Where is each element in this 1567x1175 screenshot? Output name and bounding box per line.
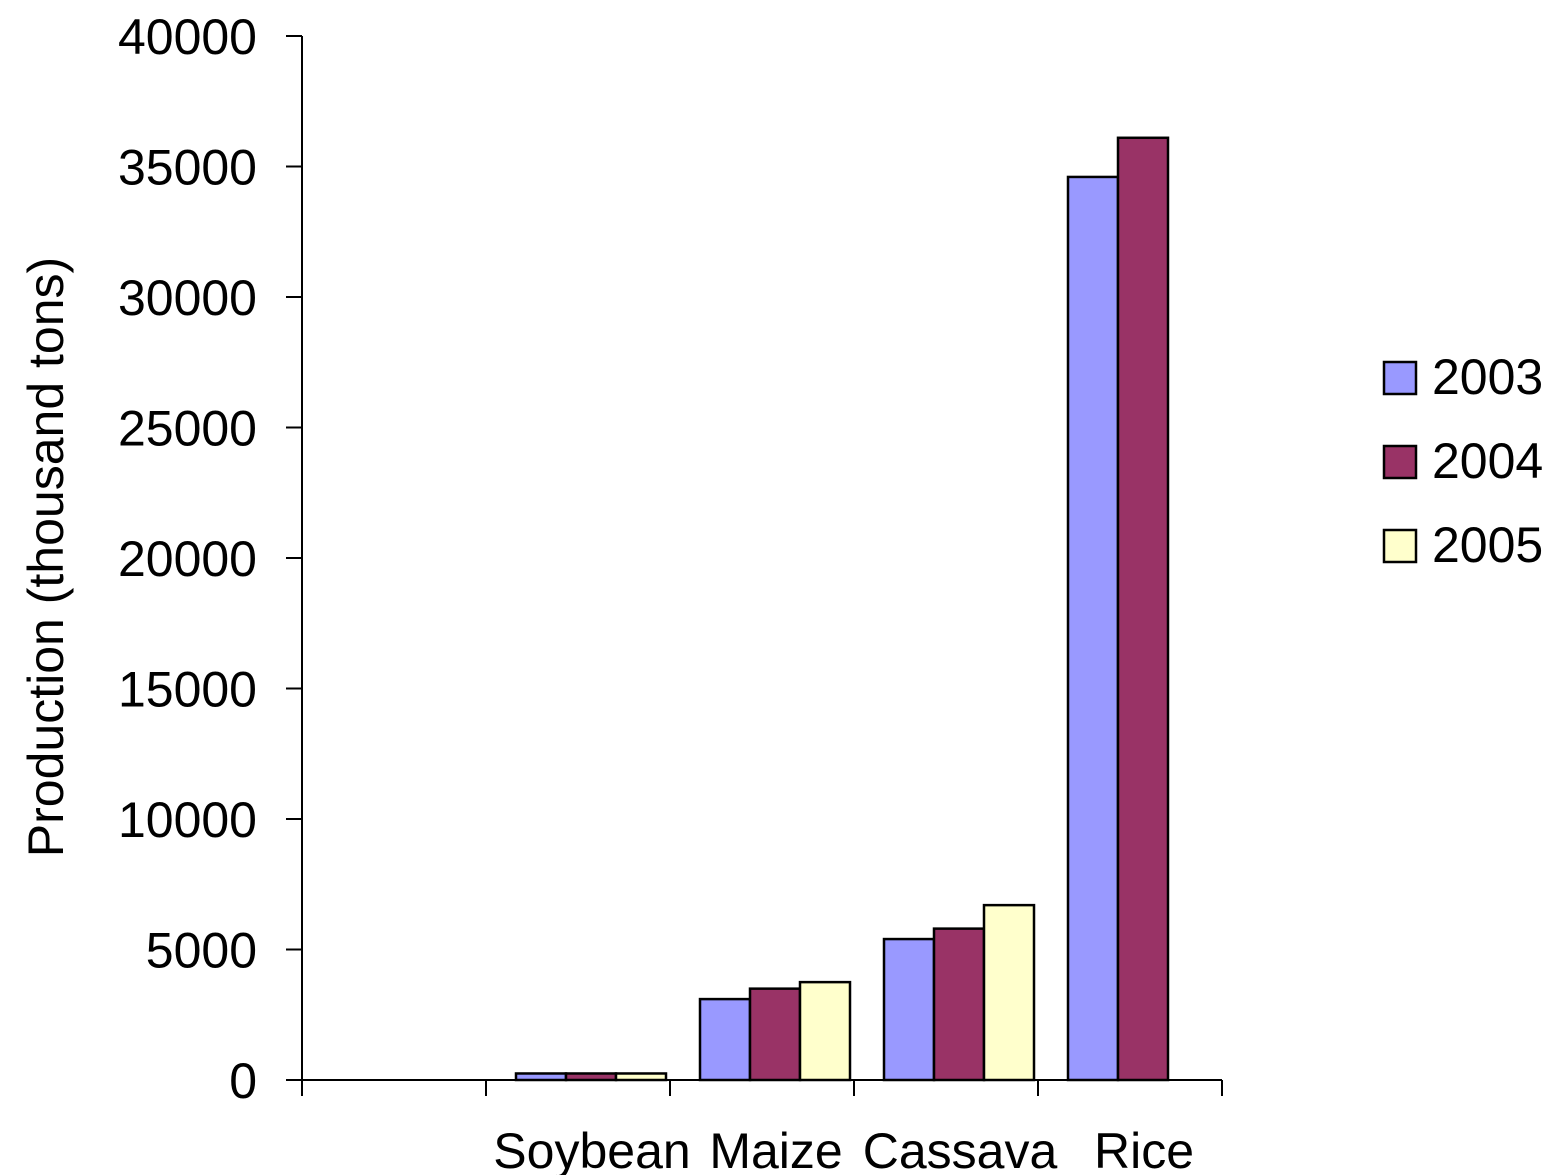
legend: 2003 2004 2005 <box>1382 349 1543 573</box>
bar-cassava-2005 <box>982 903 1036 1082</box>
x-category-label: Soybean <box>493 1123 690 1175</box>
y-axis-title: Production (thousand tons) <box>18 257 74 857</box>
legend-label-2003: 2003 <box>1432 349 1543 405</box>
y-tick-label: 5000 <box>146 923 257 979</box>
legend-label-2005: 2005 <box>1432 517 1543 573</box>
bar-maize-2004 <box>748 987 802 1082</box>
legend-swatch-2005 <box>1382 528 1418 564</box>
y-tick-label: 10000 <box>118 792 257 848</box>
y-tick-label: 30000 <box>118 270 257 326</box>
x-category-label: Cassava <box>863 1123 1058 1175</box>
bars <box>514 136 1170 1082</box>
x-category-label: Rice <box>1094 1123 1194 1175</box>
x-category-label: Maize <box>709 1123 842 1175</box>
bar-cassava-2003 <box>882 937 936 1082</box>
y-tick-label: 35000 <box>118 140 257 196</box>
legend-swatch-2004 <box>1382 444 1418 480</box>
bar-maize-2005 <box>798 980 852 1082</box>
bar-cassava-2004 <box>932 927 986 1082</box>
x-axis-ticks: Soybean Maize Cassava Rice <box>301 1080 1223 1175</box>
legend-swatch-2003 <box>1382 360 1418 396</box>
bar-rice-2004 <box>1116 136 1170 1082</box>
y-tick-label: 25000 <box>118 401 257 457</box>
y-tick-label: 20000 <box>118 531 257 587</box>
y-axis-ticks: 0 5000 10000 15000 20000 25000 30000 35000 40000 <box>118 9 302 1109</box>
bar-rice-2003 <box>1066 175 1120 1082</box>
legend-label-2004: 2004 <box>1432 433 1543 489</box>
y-tick-label: 40000 <box>118 9 257 65</box>
y-tick-label: 15000 <box>118 662 257 718</box>
bar-maize-2003 <box>698 997 752 1082</box>
y-tick-label: 0 <box>229 1053 257 1109</box>
